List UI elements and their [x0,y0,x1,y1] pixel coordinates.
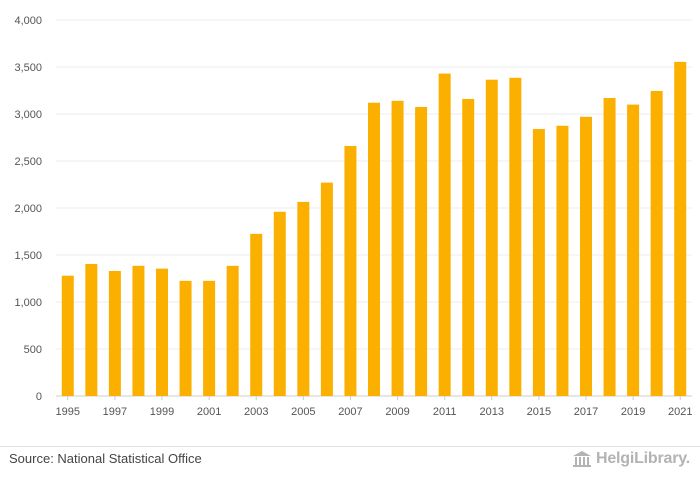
bar-2001[interactable] [203,280,216,396]
bar-2009[interactable] [391,100,404,396]
source-note: Source: National Statistical Office [9,451,202,466]
bar-2019[interactable] [627,104,640,396]
y-tick-label: 2,500 [14,156,42,168]
bar-2016[interactable] [556,125,569,396]
bar-2008[interactable] [368,102,380,396]
bar-2005[interactable] [297,201,310,396]
bar-2006[interactable] [320,182,333,396]
x-tick-label: 2013 [480,406,504,418]
bar-2021[interactable] [674,61,687,397]
footer-divider [0,446,700,447]
bar-1999[interactable] [156,268,168,396]
x-tick-label: 2015 [527,406,551,418]
x-tick-label: 2009 [385,406,409,418]
y-tick-label: 0 [36,391,42,403]
y-tick-label: 1,000 [14,297,42,309]
x-tick-label: 2001 [197,406,221,418]
bar-2020[interactable] [650,90,663,396]
x-tick-label: 1999 [150,406,174,418]
x-tick-label: 2019 [621,406,645,418]
bar-1996[interactable] [85,263,98,396]
bar-1995[interactable] [61,275,74,396]
bar-2018[interactable] [603,98,616,397]
helgilibrary-logo[interactable]: HelgiLibrary. [572,448,690,470]
x-tick-label: 2011 [433,406,457,418]
bar-chart: 05001,0001,5002,0002,5003,0003,5004,000 … [14,15,692,418]
bar-2011[interactable] [438,73,451,396]
bar-1997[interactable] [108,270,121,396]
y-tick-label: 3,000 [14,109,42,121]
y-tick-label: 500 [24,344,42,356]
y-tick-label: 4,000 [14,15,42,27]
x-tick-label: 2021 [668,406,692,418]
bar-2007[interactable] [344,145,357,396]
bar-2002[interactable] [226,265,239,396]
bar-2000[interactable] [179,280,192,396]
logo-text: HelgiLibrary. [595,450,690,467]
x-tick-label: 2007 [338,406,362,418]
x-tick-label: 2017 [574,406,598,418]
bar-2004[interactable] [273,211,286,396]
y-axis: 0 500 1,000 1,500 2,000 2,500 3,000 3,500 4,000 [14,15,42,403]
library-building-icon [572,451,591,467]
bar-1998[interactable] [132,265,145,396]
bars [61,61,687,397]
bar-2015[interactable] [532,129,545,397]
x-tick-label: 2005 [291,406,315,418]
y-tick-label: 2,000 [14,203,42,215]
x-axis: 1995 1997 1999 2001 2003 2005 2007 2009 2011 2013… [56,396,692,418]
bar-2013[interactable] [485,79,498,396]
x-tick-label: 1995 [56,406,80,418]
bar-2010[interactable] [415,106,428,396]
x-tick-label: 2003 [244,406,268,418]
bar-2017[interactable] [580,116,592,396]
bar-2003[interactable] [250,233,263,396]
y-tick-label: 1,500 [14,250,42,262]
bar-2014[interactable] [509,77,522,396]
x-tick-label: 1997 [103,406,127,418]
bar-2012[interactable] [462,98,475,397]
y-tick-label: 3,500 [14,62,42,74]
